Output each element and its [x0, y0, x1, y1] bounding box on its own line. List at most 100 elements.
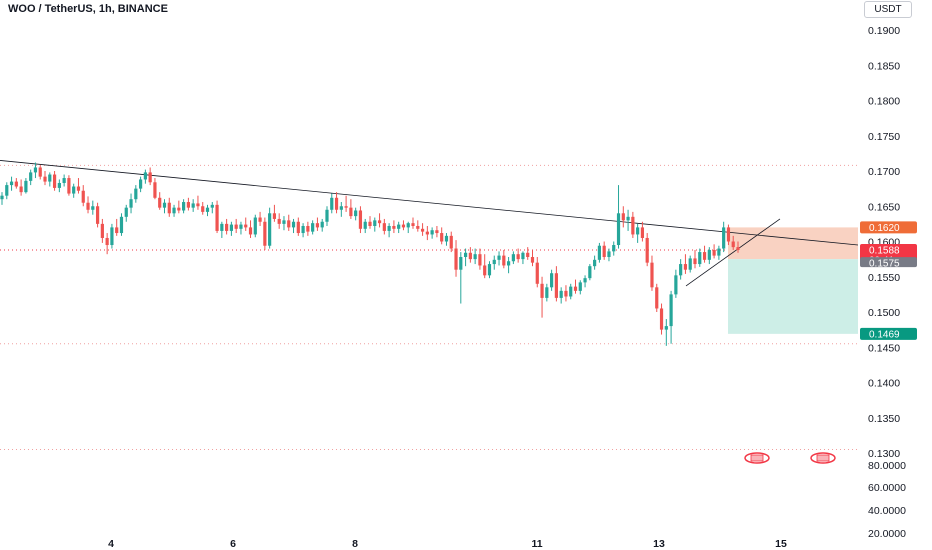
- candle: [607, 248, 611, 262]
- candle-body: [282, 220, 286, 224]
- candle-body: [440, 233, 444, 242]
- candle: [220, 221, 224, 238]
- candle-body: [373, 220, 377, 226]
- candle: [397, 221, 401, 234]
- candle: [487, 261, 492, 279]
- candle-body: [258, 217, 262, 222]
- candle: [191, 199, 195, 212]
- candle: [287, 214, 291, 231]
- candle: [693, 249, 697, 269]
- candle-body: [52, 174, 57, 188]
- candle: [535, 257, 539, 288]
- candle: [9, 176, 14, 191]
- candle: [138, 176, 143, 193]
- candle-body: [722, 227, 726, 249]
- candle-body: [607, 251, 611, 258]
- candle: [5, 182, 9, 200]
- price-tick-label: 0.1500: [868, 307, 900, 319]
- candle-body: [29, 172, 33, 181]
- candle-body: [119, 216, 124, 234]
- candle-body: [14, 181, 18, 187]
- candle: [225, 218, 229, 235]
- candle: [76, 178, 81, 194]
- candle: [143, 169, 147, 184]
- candle-body: [311, 223, 315, 232]
- price-tick-label: 0.1650: [868, 201, 900, 213]
- candle-body: [631, 216, 635, 235]
- candle-body: [569, 286, 573, 297]
- candle-body: [43, 176, 47, 182]
- candle: [301, 223, 305, 238]
- candle: [186, 197, 190, 211]
- time-tick-label: 8: [352, 538, 358, 550]
- candle-body: [5, 185, 9, 196]
- candle-body: [48, 174, 52, 182]
- candle-body: [612, 245, 616, 252]
- currency-unit-button[interactable]: USDT: [864, 1, 912, 18]
- candle: [731, 235, 735, 250]
- candle: [354, 207, 358, 221]
- candle: [683, 254, 688, 274]
- candle-body: [134, 188, 138, 200]
- candle-body: [416, 225, 420, 229]
- candle: [86, 196, 90, 214]
- candle: [392, 220, 396, 234]
- candle: [210, 202, 214, 214]
- candle: [268, 207, 272, 249]
- candle-body: [100, 223, 104, 238]
- candle: [655, 283, 659, 312]
- candle-body: [124, 207, 128, 217]
- candle: [14, 178, 18, 189]
- entry-price-tag-text: 0.1575: [869, 259, 900, 270]
- candle: [201, 202, 205, 215]
- candle-body: [578, 282, 582, 291]
- candle: [363, 218, 367, 234]
- candle-body: [717, 248, 721, 256]
- candle: [444, 233, 449, 246]
- candle: [258, 211, 262, 226]
- candle-body: [444, 235, 449, 242]
- candle: [588, 264, 592, 281]
- candle-body: [588, 266, 592, 279]
- candle-body: [478, 254, 482, 266]
- candle: [468, 247, 472, 263]
- candle: [110, 223, 114, 249]
- candle-body: [564, 290, 568, 297]
- oscillator-tick-label: 40.0000: [868, 505, 906, 517]
- candle: [291, 218, 296, 234]
- candle-body: [215, 204, 219, 231]
- candle: [52, 171, 57, 191]
- candle: [478, 248, 482, 270]
- candle: [115, 218, 119, 236]
- candle: [29, 169, 33, 186]
- candle: [530, 249, 535, 267]
- candle-body: [277, 218, 281, 224]
- candle: [497, 251, 501, 266]
- candle-body: [244, 224, 248, 228]
- candle-body: [234, 224, 238, 229]
- candle: [483, 254, 487, 279]
- candle-body: [220, 223, 224, 231]
- candle: [95, 202, 100, 228]
- candle-body: [306, 225, 310, 232]
- candle: [736, 241, 740, 253]
- candle-body: [377, 220, 382, 224]
- candle-body: [76, 186, 81, 191]
- candle-body: [24, 180, 28, 193]
- stop-price-tag-text: 0.1620: [869, 223, 900, 234]
- candle: [712, 244, 716, 259]
- candle-body: [530, 257, 535, 263]
- candle: [516, 248, 520, 263]
- oscillator-tick-label: 60.0000: [868, 482, 906, 494]
- candle: [526, 247, 530, 260]
- candles: [0, 162, 740, 346]
- candle: [119, 213, 124, 236]
- target-price-tag-bg: [860, 327, 917, 340]
- candle-body: [9, 181, 14, 186]
- candle-body: [693, 258, 697, 265]
- candle-body: [91, 206, 95, 210]
- candle-body: [248, 227, 253, 235]
- candle-body: [334, 197, 339, 210]
- candle: [726, 224, 731, 246]
